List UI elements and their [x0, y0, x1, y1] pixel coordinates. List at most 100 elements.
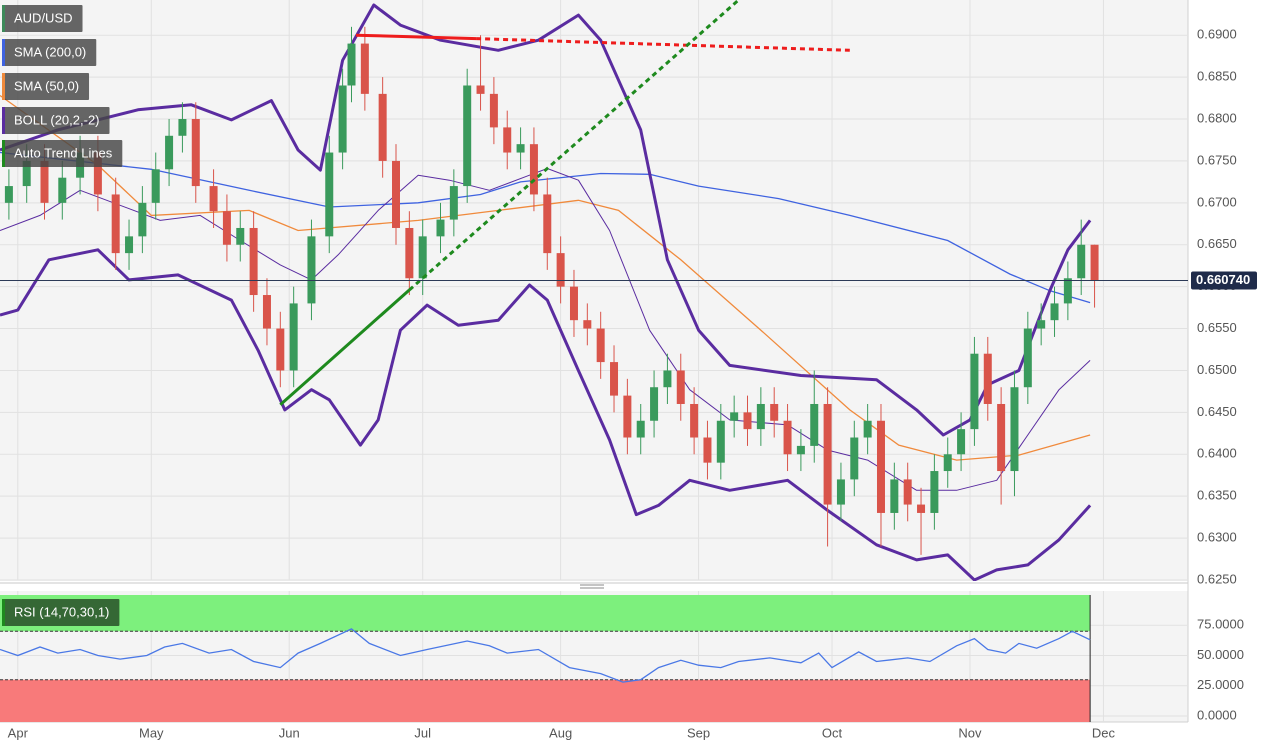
candle-body	[583, 320, 592, 329]
candle-body	[930, 471, 939, 513]
y-tick-label: 25.0000	[1197, 677, 1244, 692]
last-price-label: 0.660740	[1196, 272, 1250, 287]
legend-item: RSI (14,70,30,1)	[2, 599, 120, 626]
y-tick-label: 0.6700	[1197, 194, 1237, 209]
candle-body	[650, 387, 659, 421]
legend-item: Auto Trend Lines	[2, 140, 123, 167]
candle-body	[556, 253, 565, 287]
x-tick-label: May	[139, 725, 164, 740]
candle-body	[903, 479, 912, 505]
candle-body	[997, 403, 1006, 472]
y-tick-label: 0.6250	[1197, 571, 1237, 586]
candle-body	[476, 85, 485, 94]
candle-body	[623, 395, 632, 438]
legend-label: SMA (200,0)	[14, 44, 86, 59]
y-tick-label: 0.6850	[1197, 69, 1237, 84]
bollinger-lower	[0, 248, 1092, 581]
main-plot	[0, 0, 1188, 581]
x-tick-label: Jul	[414, 725, 431, 740]
candle-body	[347, 43, 356, 86]
legend-label: BOLL (20,2,-2)	[14, 112, 100, 127]
y-tick-label: 0.6800	[1197, 110, 1237, 125]
candle-body	[449, 186, 458, 220]
candle-body	[436, 219, 445, 237]
candle-body	[151, 169, 160, 203]
candle-body	[716, 420, 725, 463]
candle-body	[338, 85, 347, 153]
candle-body	[209, 186, 218, 212]
candle-body	[850, 437, 859, 480]
candle-body	[22, 160, 31, 187]
candle-body	[93, 152, 102, 195]
moving-average	[0, 151, 1091, 304]
candle-body	[58, 177, 67, 203]
trend-line	[408, 0, 740, 292]
candle-body	[957, 429, 966, 455]
y-tick-label: 0.6300	[1197, 530, 1237, 545]
candle-body	[543, 194, 552, 254]
candle-body	[890, 479, 899, 513]
y-tick-label: 0.6750	[1197, 152, 1237, 167]
candle-body	[863, 420, 872, 438]
candle-body	[276, 328, 285, 371]
candle-body	[405, 227, 414, 279]
legend-label: SMA (50,0)	[14, 78, 79, 93]
candle-body	[876, 420, 885, 513]
candle-body	[663, 370, 672, 388]
y-tick-label: 0.6450	[1197, 404, 1237, 419]
candle-body	[165, 135, 174, 170]
legend-label: RSI (14,70,30,1)	[14, 604, 109, 619]
candle-body	[1077, 244, 1086, 279]
candle-body	[236, 227, 245, 245]
candle-body	[1050, 303, 1059, 321]
candle-body	[983, 353, 992, 404]
y-tick-label: 0.6900	[1197, 27, 1237, 42]
candle-body	[943, 454, 952, 472]
candle-body	[743, 412, 752, 430]
legend-label: AUD/USD	[14, 10, 73, 25]
candle-body	[360, 43, 369, 94]
candle-body	[1063, 278, 1072, 304]
legend-swatch	[2, 73, 5, 100]
legend-item: BOLL (20,2,-2)	[2, 107, 110, 134]
legend-box	[2, 107, 110, 134]
candle-body	[823, 403, 832, 505]
candle-body	[783, 420, 792, 455]
legend-item: SMA (50,0)	[2, 73, 90, 100]
candle-body	[796, 445, 805, 455]
trend-line	[279, 288, 411, 406]
candle-body	[4, 186, 13, 203]
last-price-box	[1191, 271, 1257, 290]
candle-body	[325, 152, 334, 237]
legend-box	[2, 5, 83, 32]
candle-body	[970, 353, 979, 430]
candle-body	[569, 286, 578, 321]
main-panel	[0, 0, 1188, 581]
x-tick-label: Nov	[958, 725, 982, 740]
candle-body	[730, 412, 739, 421]
legend-swatch	[2, 5, 5, 32]
candle-body	[610, 362, 619, 396]
x-tick-label: Aug	[549, 725, 572, 740]
candle-body	[138, 202, 147, 237]
candle-body	[690, 403, 699, 438]
candle-body	[249, 227, 258, 296]
x-tick-label: Sep	[687, 725, 710, 740]
legend-box	[2, 599, 120, 626]
x-tick-label: Jun	[279, 725, 300, 740]
candle-body	[756, 403, 765, 430]
oversold-zone	[0, 679, 1091, 722]
candle-body	[418, 236, 427, 279]
candle-body	[262, 295, 271, 329]
candle-body	[770, 403, 779, 421]
legend-swatch	[2, 599, 5, 626]
y-tick-label: 0.6500	[1197, 362, 1237, 377]
resize-grip[interactable]	[580, 584, 604, 589]
candle-body	[1090, 244, 1099, 281]
candle-body	[529, 144, 538, 195]
trend-line	[355, 33, 477, 41]
candle-body	[810, 403, 819, 446]
y-tick-label: 75.0000	[1197, 617, 1244, 632]
legend: AUD/USD SMA (200,0) SMA (50,0) BOLL (20,2,-…	[2, 5, 123, 626]
